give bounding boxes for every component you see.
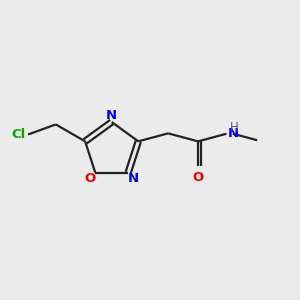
Text: O: O	[84, 172, 96, 185]
Text: N: N	[106, 109, 117, 122]
Text: H: H	[230, 121, 239, 134]
Text: N: N	[128, 172, 139, 185]
Text: Cl: Cl	[11, 128, 26, 141]
Text: N: N	[228, 127, 239, 140]
Text: O: O	[192, 171, 204, 184]
